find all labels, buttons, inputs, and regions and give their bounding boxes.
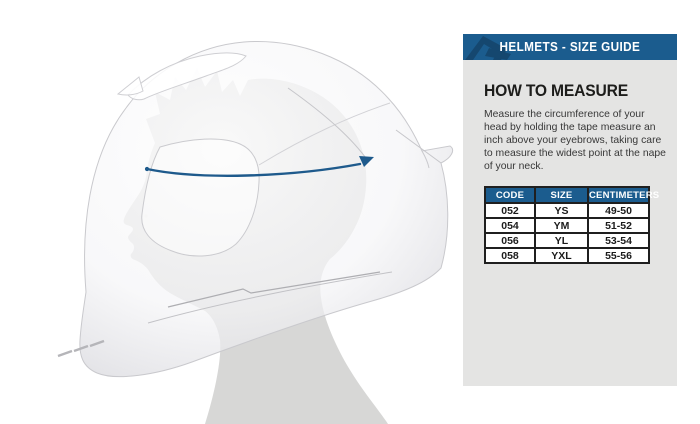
- cell-centimeters: 53-54: [587, 232, 650, 249]
- measure-line-start-dot: [144, 166, 150, 172]
- table-row: 056 YL 53-54: [484, 232, 650, 249]
- table-row: 054 YM 51-52: [484, 217, 650, 234]
- visor: [141, 138, 260, 257]
- cell-size: YXL: [534, 247, 589, 264]
- cell-size: YM: [534, 217, 589, 234]
- size-table-header-row: CODE SIZE CENTIMETERS: [484, 186, 659, 204]
- front-fin: [116, 76, 144, 96]
- cell-centimeters: 55-56: [587, 247, 650, 264]
- measure-instructions: Measure the circumference of your head b…: [484, 109, 666, 172]
- cell-size: YL: [534, 232, 589, 249]
- table-row: 052 YS 49-50: [484, 202, 650, 219]
- chin-vents: [57, 339, 105, 358]
- col-header-centimeters: CENTIMETERS: [587, 186, 659, 204]
- cell-code: 056: [484, 232, 536, 249]
- panel-header: HELMETS - SIZE GUIDE: [463, 34, 677, 60]
- cell-code: 054: [484, 217, 536, 234]
- cell-size: YS: [534, 202, 589, 219]
- helmet-measure-illustration: [57, 41, 454, 424]
- top-vent: [127, 52, 247, 101]
- acerbis-logo-icon: [465, 36, 511, 60]
- cell-centimeters: 51-52: [587, 217, 650, 234]
- cell-code: 058: [484, 247, 536, 264]
- table-row: 058 YXL 55-56: [484, 247, 650, 264]
- cell-code: 052: [484, 202, 536, 219]
- section-title: HOW TO MEASURE: [484, 81, 628, 100]
- helmet-outline: [57, 41, 454, 378]
- size-guide-panel: HELMETS - SIZE GUIDE HOW TO MEASURE Meas…: [463, 34, 677, 386]
- measure-arrow-icon: [359, 156, 374, 167]
- col-header-code: CODE: [484, 186, 536, 204]
- panel-content: HOW TO MEASURE Measure the circumference…: [463, 60, 677, 264]
- size-table: CODE SIZE CENTIMETERS 052 YS 49-50 054 Y…: [484, 186, 659, 264]
- panel-title: HELMETS - SIZE GUIDE: [499, 40, 641, 54]
- measure-line: [144, 156, 374, 177]
- cell-centimeters: 49-50: [587, 202, 650, 219]
- col-header-size: SIZE: [534, 186, 589, 204]
